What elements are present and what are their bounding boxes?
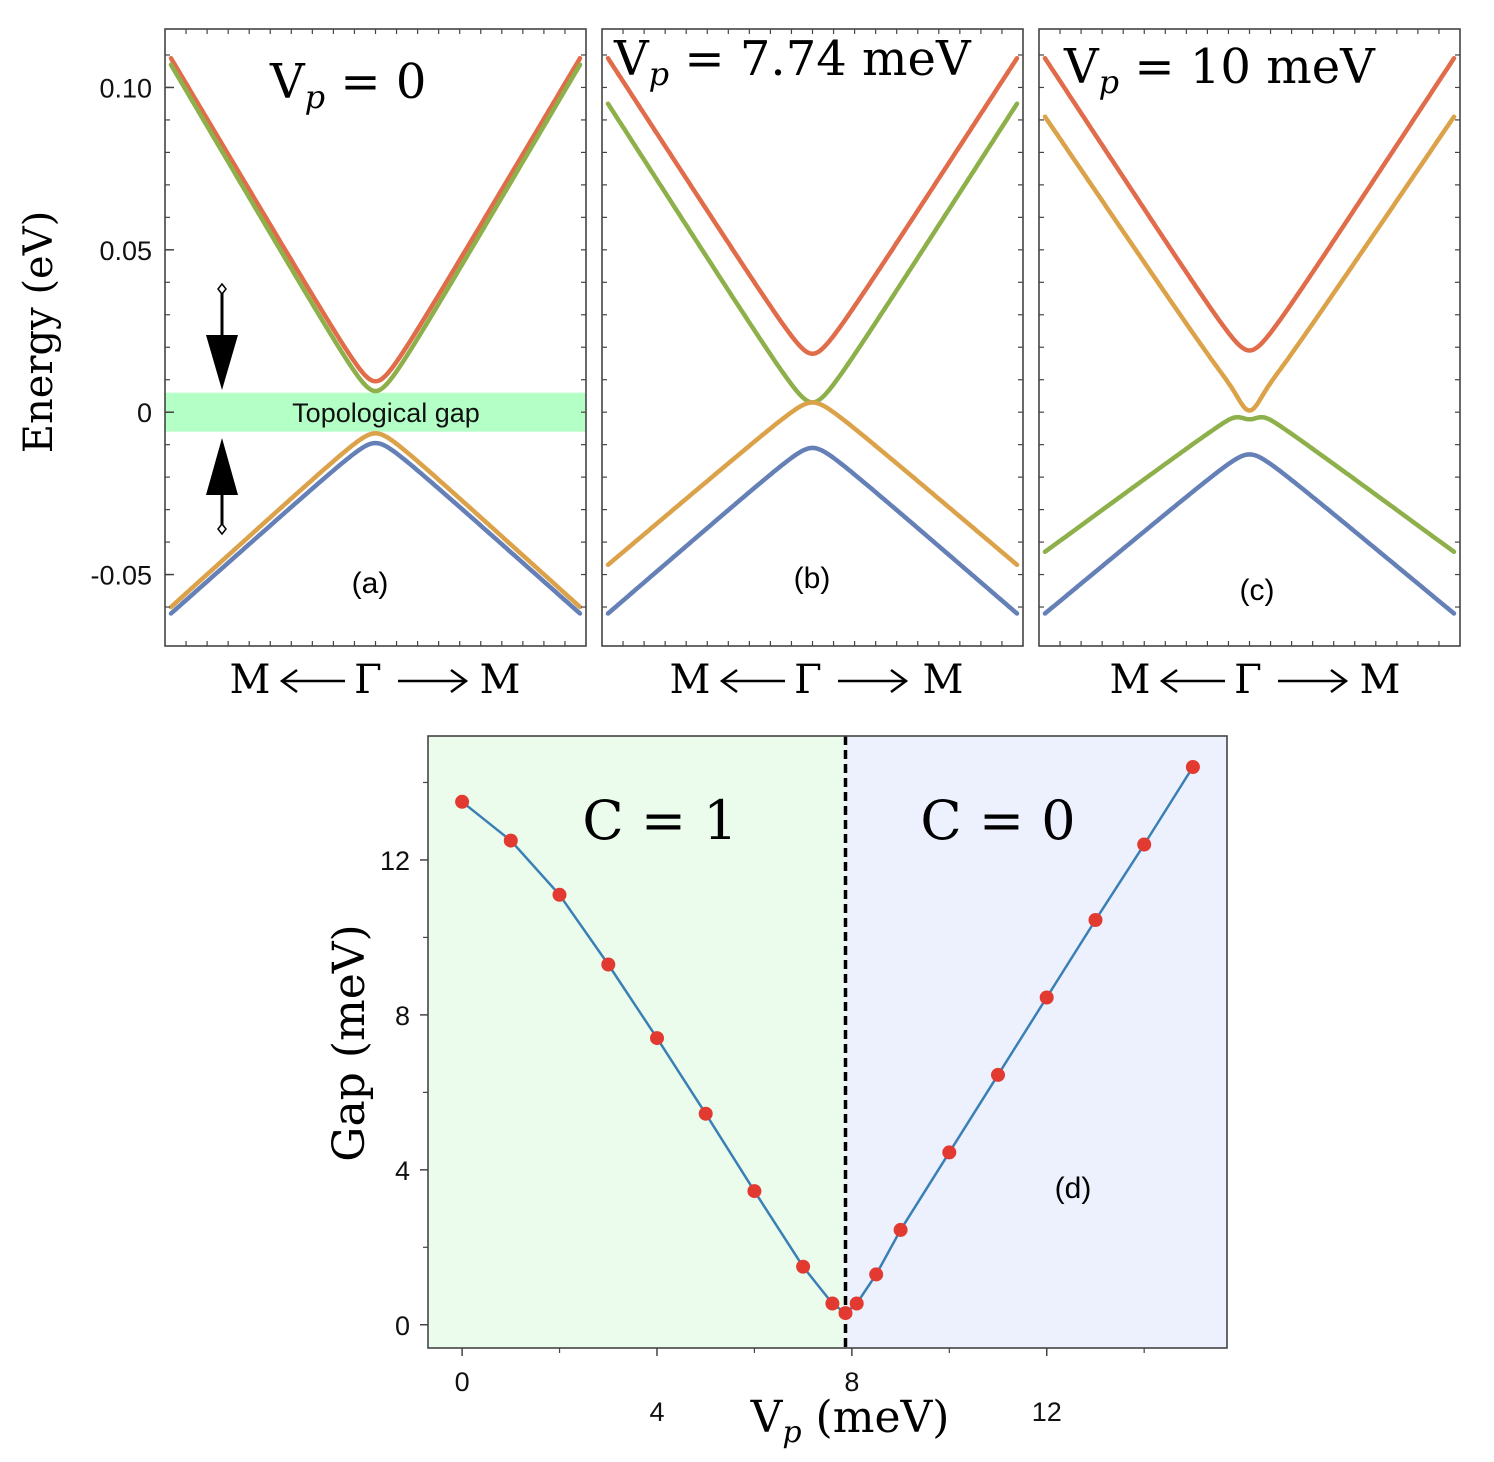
panel-c-minor-ticks: [1039, 29, 1460, 646]
y-tick-label: 8: [395, 1001, 410, 1031]
panel-b: Vp = 7.74 meV (b) M Γ M: [601, 28, 1024, 703]
gap-arrow-up: [206, 438, 238, 536]
gap-marker: [552, 887, 567, 902]
band-line-4: [605, 445, 1020, 616]
panel-c-frame: [1038, 28, 1461, 647]
xlabel-center-point: Γ: [1234, 657, 1262, 703]
region-c0-label: C = 0: [920, 789, 1075, 852]
y-tick-label: 0: [395, 1311, 410, 1341]
panel-d-ticks: 0 4 8 12 0 4 8 12: [380, 781, 1145, 1427]
panel-c-bands: [1042, 55, 1457, 616]
y-tick-label: 12: [380, 846, 410, 876]
gap-marker: [1185, 760, 1200, 774]
panel-b-frame: [601, 28, 1024, 647]
panel-b-background: [602, 29, 1023, 646]
gap-marker: [1137, 837, 1152, 852]
gap-arrow-down: [206, 282, 238, 390]
panel-b-title: Vp = 7.74 meV: [613, 31, 972, 93]
panel-a-bands: [168, 55, 583, 616]
panel-a-frame: [164, 28, 587, 647]
band-line-3: [168, 431, 583, 610]
topological-gap-label: Topological gap: [292, 398, 480, 428]
gap-marker: [1039, 990, 1054, 1005]
gap-marker: [825, 1296, 840, 1311]
panel-c-background: [1039, 29, 1460, 646]
gap-marker: [991, 1067, 1005, 1082]
gap-marker: [698, 1106, 713, 1121]
y-tick-label: 4: [395, 1156, 410, 1186]
panel-b-minor-ticks: [602, 29, 1023, 646]
band-line-2: [1042, 114, 1457, 413]
gap-marker: [849, 1296, 864, 1311]
panel-d-frame: [427, 735, 1228, 1349]
panel-a-xlabel: M Γ M: [230, 657, 521, 703]
panel-b-xlabel: M Γ M: [670, 657, 964, 703]
x-tick-label: 12: [1032, 1397, 1062, 1427]
panel-b-label: (b): [794, 562, 831, 595]
gap-marker: [869, 1267, 884, 1282]
gap-marker: [650, 1031, 664, 1046]
gap-marker: [747, 1184, 762, 1199]
panel-a-title: Vp = 0: [269, 54, 426, 116]
region-c1: [428, 736, 846, 1348]
xlabel-left-point: M: [230, 657, 271, 703]
xlabel-center-point: Γ: [354, 657, 382, 703]
panel-d: 0 4 8 12 0 4 8 12 C = 1 C = 0 (d) Gap (meV) Vp …: [324, 735, 1228, 1450]
xlabel-right-point: M: [480, 657, 521, 703]
band-line-2: [168, 62, 583, 394]
gap-marker: [893, 1222, 908, 1237]
gap-marker: [503, 833, 518, 848]
panel-d-xlabel: Vp (meV): [750, 1392, 950, 1450]
x-tick-label: 8: [844, 1367, 859, 1397]
panel-a-label: (a): [352, 567, 389, 600]
gap-marker: [455, 794, 470, 809]
xlabel-center-point: Γ: [794, 657, 822, 703]
xlabel-right-point: M: [923, 657, 964, 703]
x-tick-label: 0: [455, 1367, 470, 1397]
y-tick-label: -0.05: [90, 561, 152, 591]
y-tick-label: 0.10: [99, 73, 152, 103]
region-c0: [845, 736, 1227, 1348]
band-line-3: [605, 400, 1020, 568]
panel-b-bands: [605, 55, 1020, 616]
gap-curve-and-markers: [455, 760, 1200, 1321]
band-line-4: [1042, 452, 1457, 616]
band-line-3: [1042, 414, 1457, 555]
y-tick-label: 0.05: [99, 236, 152, 266]
gap-marker: [942, 1145, 957, 1160]
panel-c-label: (c): [1240, 574, 1275, 607]
xlabel-left-point: M: [670, 657, 711, 703]
band-line-1: [605, 55, 1020, 356]
gap-marker: [601, 957, 616, 972]
gap-marker: [1088, 913, 1103, 927]
panel-d-ylabel: Gap (meV): [324, 924, 375, 1161]
panel-d-label: (d): [1055, 1172, 1092, 1205]
band-line-4: [168, 440, 583, 616]
gap-marker: [838, 1306, 853, 1321]
xlabel-left-point: M: [1110, 657, 1151, 703]
y-tick-label: 0: [137, 398, 152, 428]
panel-c-xlabel: M Γ M: [1110, 657, 1401, 703]
region-c1-label: C = 1: [582, 789, 737, 852]
gap-marker: [796, 1259, 811, 1274]
panel-a-ylabel: Energy (eV): [16, 211, 62, 453]
panel-a: Topological gap Vp = 0 (a) 0.10 0.05 0 -0.0…: [16, 28, 587, 703]
panel-a-y-ticks: 0.10 0.05 0 -0.05: [90, 73, 174, 591]
xlabel-right-point: M: [1360, 657, 1401, 703]
panel-c: Vp = 10 meV (c) M Γ M: [1038, 28, 1461, 703]
x-tick-label: 4: [649, 1397, 664, 1427]
topological-gap-band: [165, 392, 586, 432]
band-line-1: [168, 55, 583, 384]
band-line-1: [1042, 55, 1457, 353]
